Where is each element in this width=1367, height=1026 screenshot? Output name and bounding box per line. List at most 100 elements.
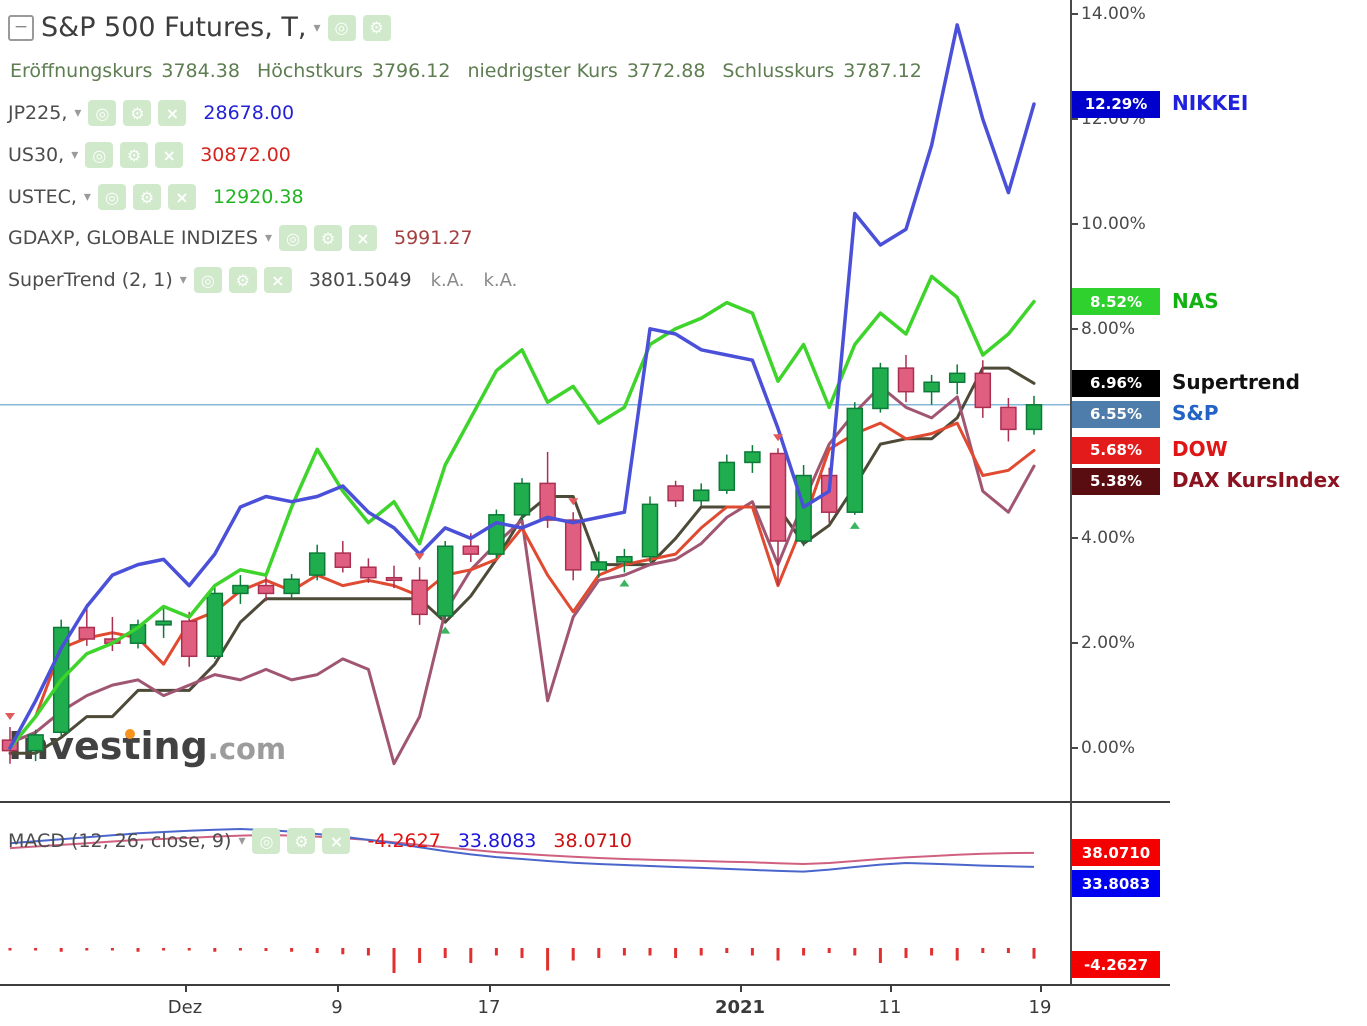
series-name-supertrend: Supertrend [1172,370,1300,395]
settings-icon[interactable]: ⚙ [287,828,316,854]
overlay-row-ustec: USTEC, ▾ ◎ ⚙ × 12920.38 [8,184,304,210]
x-tick-mark [337,986,339,992]
open-value: 3784.38 [161,60,240,82]
x-tick-label: Dez [167,997,203,1018]
y-tick-label: 10.00% [1081,214,1146,234]
y-tick-label: 14.00% [1081,4,1146,25]
series-name-dax: DAX KursIndex [1172,468,1341,493]
price-axis-line [1070,0,1072,984]
overlay-symbol-supertrend[interactable]: SuperTrend (2, 1) [8,269,173,291]
macd-macd-line [9,833,1035,865]
close-icon[interactable]: × [158,100,187,126]
y-tick-label: 0.00% [1081,738,1136,758]
price-flag-sp: 6.55% [1072,400,1160,428]
price-chart-canvas[interactable] [0,0,1070,800]
overlay-symbol-us30[interactable]: US30, [8,144,65,166]
series-name-nikkei: NIKKEI [1172,91,1249,115]
chevron-down-icon[interactable]: ▾ [238,833,246,849]
supertrend-na-value: k.A. [430,269,465,291]
macd-flag-0: 38.0710 [1072,839,1160,867]
supertrend-flip-markers [5,434,860,721]
overlay-value-ustec: 12920.38 [212,186,304,208]
x-tick-mark [185,986,187,992]
symbol-header-row: − S&P 500 Futures, T, ▾ ◎ ⚙ [8,12,391,43]
macd-flag-1: 33.8083 [1072,870,1160,898]
overlay-value-gdaxp: 5991.27 [393,227,473,249]
overlay-row-jp225: JP225, ▾ ◎ ⚙ × 28678.00 [8,100,294,126]
y-tick-mark [1070,223,1078,225]
visibility-icon[interactable]: ◎ [193,267,222,293]
candlestick-series [1,355,1043,764]
series-name-dow: DOW [1172,437,1228,462]
low-value: 3772.88 [626,60,706,82]
macd-header-row: MACD (12, 26, close, 9) ▾ ◎ ⚙ × -4.2627 … [8,828,632,854]
close-icon[interactable]: × [263,267,292,293]
macd-flag-histogram: -4.2627 [1072,951,1160,979]
macd-histogram-value: -4.2627 [367,830,441,852]
chevron-down-icon[interactable]: ▾ [83,189,91,205]
supertrend-na-value: k.A. [483,269,518,291]
time-axis-separator [0,984,1170,986]
line-NIKKEI (JP225) [8,23,1036,750]
close-icon[interactable]: × [348,225,377,251]
y-tick-mark [1070,747,1078,749]
price-flag-nikkei: 12.29% [1072,90,1160,118]
macd-signal-value: 33.8083 [457,830,537,852]
y-tick-label: 8.00% [1081,318,1136,339]
chevron-down-icon[interactable]: ▾ [179,272,187,288]
visibility-icon[interactable]: ◎ [278,225,307,251]
y-tick-mark [1070,13,1078,16]
x-tick-mark [1040,986,1042,992]
settings-icon[interactable]: ⚙ [123,100,152,126]
price-flag-nas: 8.52% [1072,288,1160,316]
overlay-row-supertrend: SuperTrend (2, 1) ▾ ◎ ⚙ × 3801.5049 k.A.… [8,267,517,293]
overlay-symbol-jp225[interactable]: JP225, [8,102,68,124]
overlay-row-us30: US30, ▾ ◎ ⚙ × 30872.00 [8,142,291,168]
macd-chart-canvas[interactable] [0,806,1070,986]
investing-logo-tld: .com [207,732,287,766]
symbol-title[interactable]: S&P 500 Futures, T, [41,12,307,43]
visibility-icon[interactable]: ◎ [252,828,281,854]
visibility-icon[interactable]: ◎ [88,100,117,126]
overlay-symbol-gdaxp[interactable]: GDAXP, GLOBALE INDIZES [8,227,258,249]
high-label: Höchstkurs [256,60,363,82]
panel-separator[interactable] [0,801,1170,803]
x-tick-label: 17 [477,997,501,1018]
collapse-icon[interactable]: − [8,14,34,41]
close-label: Schlusskurs [722,60,835,82]
overlay-value-us30: 30872.00 [200,144,291,166]
macd-line-value: 38.0710 [553,830,632,852]
overlay-symbol-ustec[interactable]: USTEC, [8,186,77,208]
indicator-dialog-icon[interactable]: ◎ [327,14,356,41]
settings-icon[interactable]: ⚙ [362,14,391,41]
chevron-down-icon[interactable]: ▾ [313,19,321,36]
y-tick-label: 2.00% [1081,633,1136,654]
x-tick-label: 2021 [714,997,766,1018]
series-name-sp: S&P [1172,401,1219,426]
close-icon[interactable]: × [167,184,196,210]
y-tick-mark [1070,118,1078,121]
x-tick-label: 19 [1028,997,1052,1018]
y-tick-label: 4.00% [1081,528,1136,549]
ohlc-row: Eröffnungskurs 3784.38 Höchstkurs 3796.1… [10,60,922,82]
line-NAS (USTEC) [8,274,1036,750]
chevron-down-icon[interactable]: ▾ [74,105,82,121]
overlay-row-gdaxp: GDAXP, GLOBALE INDIZES ▾ ◎ ⚙ × 5991.27 [8,225,473,251]
line-DAX KursIndex (GDAXP) [8,384,1036,766]
settings-icon[interactable]: ⚙ [313,225,342,251]
close-icon[interactable]: × [155,142,184,168]
chevron-down-icon[interactable]: ▾ [264,230,272,246]
close-icon[interactable]: × [322,828,351,854]
price-flag-supertrend: 6.96% [1072,369,1160,397]
visibility-icon[interactable]: ◎ [85,142,114,168]
settings-icon[interactable]: ⚙ [132,184,161,210]
overlay-value-supertrend: 3801.5049 [308,269,412,291]
settings-icon[interactable]: ⚙ [120,142,149,168]
macd-title[interactable]: MACD (12, 26, close, 9) [8,830,232,852]
low-label: niedrigster Kurs [467,60,618,82]
x-tick-label: 11 [878,997,902,1018]
visibility-icon[interactable]: ◎ [97,184,126,210]
settings-icon[interactable]: ⚙ [228,267,257,293]
chevron-down-icon[interactable]: ▾ [71,147,79,163]
